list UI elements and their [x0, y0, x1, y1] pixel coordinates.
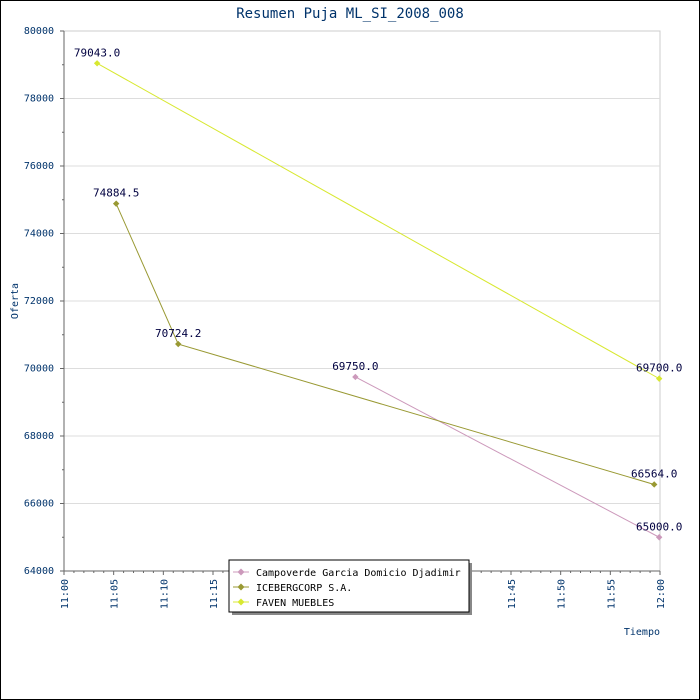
legend-box: [228, 559, 470, 613]
legend-swatch-marker: [237, 583, 245, 591]
legend-items: Campoverde Garcia Domicio Djadimir ICEBER…: [233, 568, 461, 609]
y-tick-label: 68000: [24, 431, 54, 442]
y-tick-label: 66000: [24, 499, 54, 510]
gridlines: [64, 98, 660, 504]
y-tick-label: 78000: [24, 94, 54, 105]
series-3: 79043.0 69700.0: [74, 46, 682, 382]
data-point: [175, 340, 182, 348]
y-tick-label: 74000: [24, 229, 54, 240]
x-tick-label: 11:00: [60, 579, 71, 609]
x-tick-label: 11:10: [159, 579, 170, 609]
x-tick-label: 11:15: [209, 579, 220, 609]
y-tick-labels: 64000 66000 68000 70000 72000 74000 76000 78000…: [24, 26, 64, 577]
data-point: [93, 60, 101, 67]
chart-title: Resumen Puja ML_SI_2008_008: [236, 6, 464, 22]
y-tick-label: 70000: [24, 364, 54, 375]
legend-swatch-marker: [237, 598, 245, 606]
series-line: [355, 376, 660, 538]
series-1: 69750.0 65000.0: [332, 360, 682, 541]
legend-swatch-marker: [237, 568, 245, 576]
data-point: [650, 481, 658, 488]
y-tick-label: 64000: [24, 566, 54, 577]
x-tick-label: 12:00: [656, 579, 667, 609]
legend-label: Campoverde Garcia Domicio Djadimir: [256, 568, 461, 579]
x-tick-label: 11:45: [507, 579, 518, 609]
x-tick-label: 11:50: [557, 579, 568, 609]
data-label: 69700.0: [636, 362, 682, 375]
data-point: [112, 200, 120, 207]
legend-label: FAVEN MUEBLES: [256, 598, 334, 609]
x-tick-label: 11:55: [606, 579, 617, 609]
data-label: 65000.0: [636, 520, 682, 533]
y-tick-label: 76000: [24, 161, 54, 172]
legend: Campoverde Garcia Domicio Djadimir ICEBER…: [228, 559, 472, 615]
y-tick-label: 72000: [24, 296, 54, 307]
x-axis-label: Tiempo: [624, 627, 660, 638]
data-label: 74884.5: [93, 187, 139, 200]
y-axis-label: Oferta: [10, 283, 21, 319]
data-label: 66564.0: [631, 467, 677, 480]
data-label: 79043.0: [74, 46, 120, 59]
series-line: [96, 62, 660, 380]
x-tick-label: 11:05: [110, 579, 121, 609]
series-group: 69750.0 65000.0 74884.5 70724.2 66564.0 79043…: [74, 46, 682, 541]
legend-label: ICEBERGCORP S.A.: [256, 583, 352, 594]
data-point: [655, 534, 663, 541]
y-tick-label: 80000: [24, 26, 54, 37]
series-2: 74884.5 70724.2 66564.0: [93, 187, 677, 488]
data-label: 69750.0: [332, 360, 378, 373]
data-point: [352, 373, 359, 381]
data-label: 70724.2: [155, 327, 201, 340]
data-point: [655, 375, 663, 382]
